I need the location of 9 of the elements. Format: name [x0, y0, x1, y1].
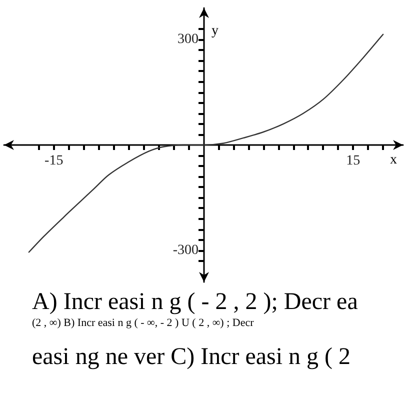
y-axis-title: y: [212, 24, 218, 38]
text: A) Incr easi n g ( - 2 , 2 ); Decr ea: [32, 289, 358, 315]
y-tick-label: 300: [178, 32, 198, 48]
text: easi ng ne ver C) Incr easi n g ( 2: [32, 344, 351, 370]
y-tick-label: -300: [172, 242, 198, 258]
x-tick-label: -15: [44, 154, 64, 168]
x-tick-label: 15: [346, 154, 360, 168]
x-axis-title: x: [390, 152, 397, 168]
text: (2 , ∞) B) Incr easi n g ( - ∞, - 2 ) U ( 2 , ∞) ; Decr: [32, 317, 254, 329]
